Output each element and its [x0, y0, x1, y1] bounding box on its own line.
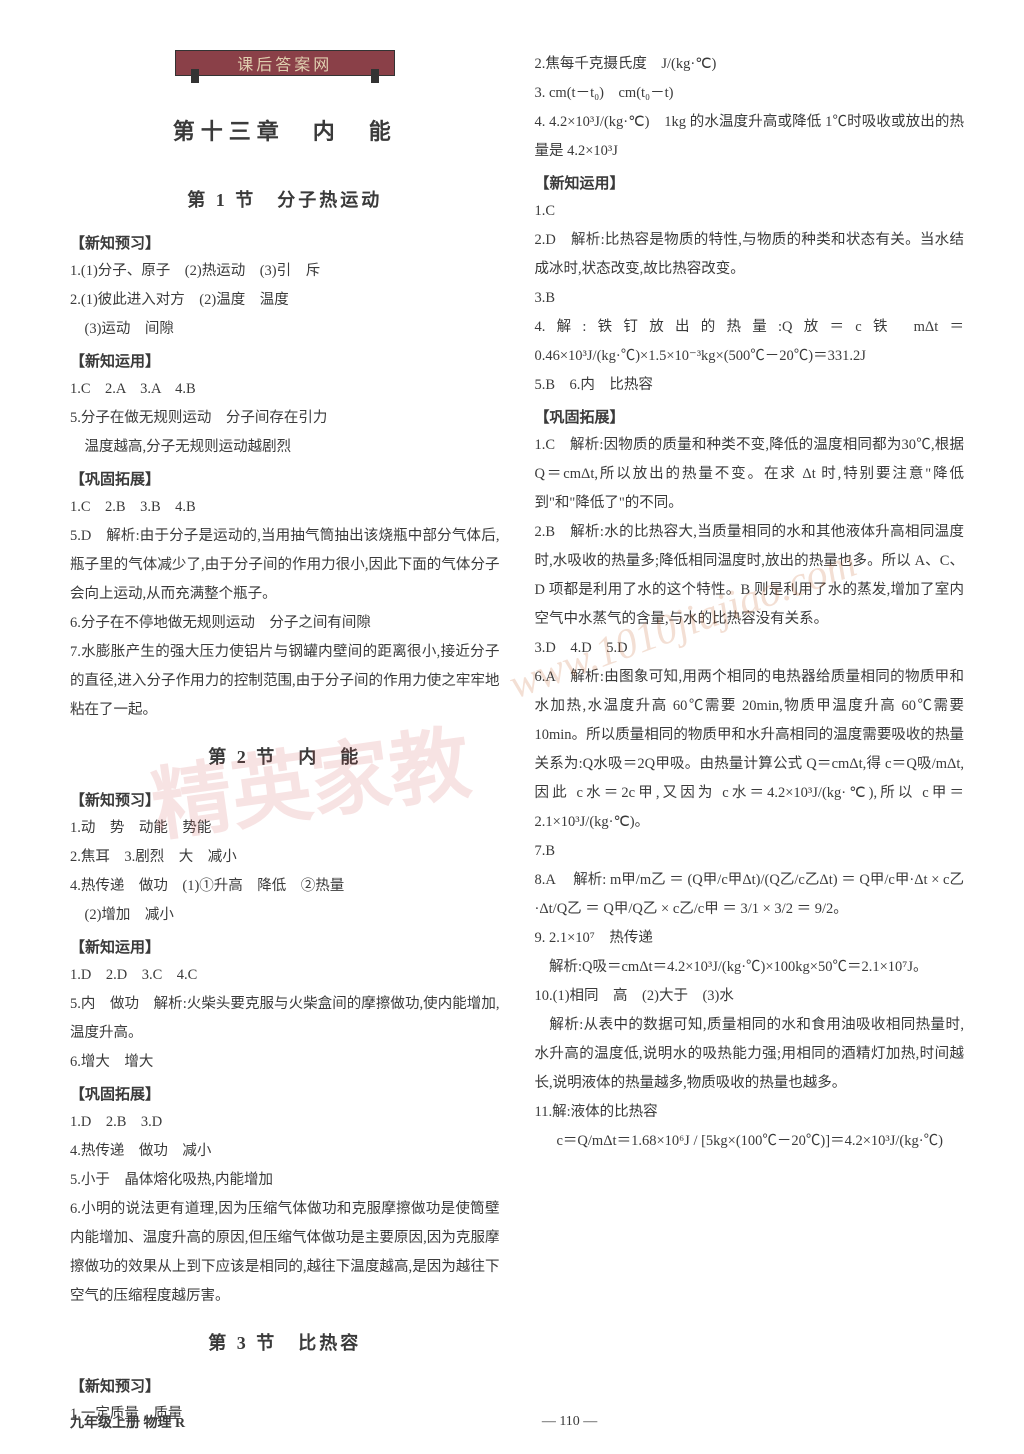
- section-3-consolidate-label: 【巩固拓展】: [535, 406, 965, 427]
- s1-preview-3: (3)运动 间隙: [70, 315, 500, 344]
- s1-preview-1: 1.(1)分子、原子 (2)热运动 (3)引 斥: [70, 257, 500, 286]
- s3-preview-r1: 2.焦每千克摄氏度 J/(kg·℃): [535, 50, 965, 79]
- page-columns: 课后答案网 第十三章 内 能 第 1 节 分子热运动 【新知预习】 1.(1)分…: [70, 50, 964, 1370]
- s1-con-3: 6.分子在不停地做无规则运动 分子之间有间隙: [70, 609, 500, 638]
- s1-con-2: 5.D 解析:由于分子是运动的,当用抽气筒抽出该烧瓶中部分气体后,瓶子里的气体减…: [70, 522, 500, 609]
- s3-con-5: 7.B: [535, 837, 965, 866]
- section-1-consolidate-label: 【巩固拓展】: [70, 468, 500, 489]
- footer-label: 九年级上册 物理 R: [70, 1412, 185, 1432]
- s1-preview-2: 2.(1)彼此进入对方 (2)温度 温度: [70, 286, 500, 315]
- section-1-preview-label: 【新知预习】: [70, 232, 500, 253]
- s2-apply-1: 1.D 2.D 3.C 4.C: [70, 961, 500, 990]
- section-2-preview-label: 【新知预习】: [70, 789, 500, 810]
- s3-con-2: 2.B 解析:水的比热容大,当质量相同的水和其他液体升高相同温度时,水吸收的热量…: [535, 518, 965, 634]
- section-3-title: 第 3 节 比热容: [70, 1329, 500, 1355]
- s2-con-1: 1.D 2.B 3.D: [70, 1108, 500, 1137]
- s3-con-6-formula: 解析: m甲/m乙 ＝ (Q甲/c甲Δt)/(Q乙/c乙Δt) ＝ Q甲/c甲·…: [535, 872, 965, 917]
- s3-con-10: 解析:从表中的数据可知,质量相同的水和食用油吸收相同热量时,水升高的温度低,说明…: [535, 1011, 965, 1098]
- s1-con-1: 1.C 2.B 3.B 4.B: [70, 493, 500, 522]
- s3-con-3: 3.D 4.D 5.D: [535, 634, 965, 663]
- s3-preview-r2: 3. cm(t－t₀) cm(t₀－t): [535, 79, 965, 108]
- s3-con-6: 8.A 解析: m甲/m乙 ＝ (Q甲/c甲Δt)/(Q乙/c乙Δt) ＝ Q甲…: [535, 866, 965, 924]
- s2-preview-4: (2)增加 减小: [70, 901, 500, 930]
- right-column: 2.焦每千克摄氏度 J/(kg·℃) 3. cm(t－t₀) cm(t₀－t) …: [535, 50, 965, 1370]
- s3-con-11: 11.解:液体的比热容: [535, 1098, 965, 1127]
- s3-apply-4: 4.解:铁钉放出的热量:Q放＝c铁 mΔt＝0.46×10³J/(kg·℃)×1…: [535, 313, 965, 371]
- s2-apply-2: 5.内 做功 解析:火柴头要克服与火柴盒间的摩擦做功,使内能增加,温度升高。: [70, 990, 500, 1048]
- s2-con-4: 6.小明的说法更有道理,因为压缩气体做功和克服摩擦做功是使筒壁内能增加、温度升高…: [70, 1195, 500, 1311]
- s1-apply-3: 温度越高,分子无规则运动越剧烈: [70, 433, 500, 462]
- s3-apply-5: 5.B 6.内 比热容: [535, 371, 965, 400]
- section-1-title: 第 1 节 分子热运动: [70, 186, 500, 212]
- s2-con-2: 4.热传递 做功 减小: [70, 1137, 500, 1166]
- s3-con-9: 10.(1)相同 高 (2)大于 (3)水: [535, 982, 965, 1011]
- left-column: 课后答案网 第十三章 内 能 第 1 节 分子热运动 【新知预习】 1.(1)分…: [70, 50, 500, 1370]
- s3-apply-2: 2.D 解析:比热容是物质的特性,与物质的种类和状态有关。当水结成冰时,状态改变…: [535, 226, 965, 284]
- section-2-title: 第 2 节 内 能: [70, 743, 500, 769]
- s3-con-8: 解析:Q吸＝cmΔt＝4.2×10³J/(kg·℃)×100kg×50℃＝2.1…: [535, 953, 965, 982]
- section-2-consolidate-label: 【巩固拓展】: [70, 1083, 500, 1104]
- s1-apply-2: 5.分子在做无规则运动 分子间存在引力: [70, 404, 500, 433]
- section-2-apply-label: 【新知运用】: [70, 936, 500, 957]
- page-footer: 九年级上册 物理 R — 110 —: [0, 1412, 1024, 1432]
- s2-preview-1: 1.动 势 动能 势能: [70, 814, 500, 843]
- section-3-preview-label: 【新知预习】: [70, 1375, 500, 1396]
- s3-apply-1: 1.C: [535, 197, 965, 226]
- s3-apply-3: 3.B: [535, 284, 965, 313]
- section-1-apply-label: 【新知运用】: [70, 350, 500, 371]
- s2-con-3: 5.小于 晶体熔化吸热,内能增加: [70, 1166, 500, 1195]
- s3-con-4: 6.A 解析:由图象可知,用两个相同的电热器给质量相同的物质甲和水加热,水温度升…: [535, 663, 965, 837]
- s3-preview-r3: 4. 4.2×10³J/(kg·℃) 1kg 的水温度升高或降低 1℃时吸收或放…: [535, 108, 965, 166]
- s3-con-11-formula: c＝Q/mΔt＝1.68×10⁶J / [5kg×(100℃－20℃)]＝4.2…: [535, 1127, 965, 1156]
- s2-apply-3: 6.增大 增大: [70, 1048, 500, 1077]
- section-3-apply-label: 【新知运用】: [535, 172, 965, 193]
- s2-preview-3: 4.热传递 做功 (1)①升高 降低 ②热量: [70, 872, 500, 901]
- s3-con-1: 1.C 解析:因物质的质量和种类不变,降低的温度相同都为30℃,根据 Q＝cmΔ…: [535, 431, 965, 518]
- s1-con-4: 7.水膨胀产生的强大压力使铝片与钢罐内壁间的距离很小,接近分子的直径,进入分子作…: [70, 638, 500, 725]
- s2-preview-2: 2.焦耳 3.剧烈 大 减小: [70, 843, 500, 872]
- header-banner: 课后答案网: [175, 50, 395, 76]
- s1-apply-1: 1.C 2.A 3.A 4.B: [70, 375, 500, 404]
- chapter-title: 第十三章 内 能: [70, 114, 500, 146]
- footer-page-number: — 110 —: [542, 1414, 597, 1430]
- s3-con-7: 9. 2.1×10⁷ 热传递: [535, 924, 965, 953]
- s3-con-6-prefix: 8.A: [535, 872, 570, 888]
